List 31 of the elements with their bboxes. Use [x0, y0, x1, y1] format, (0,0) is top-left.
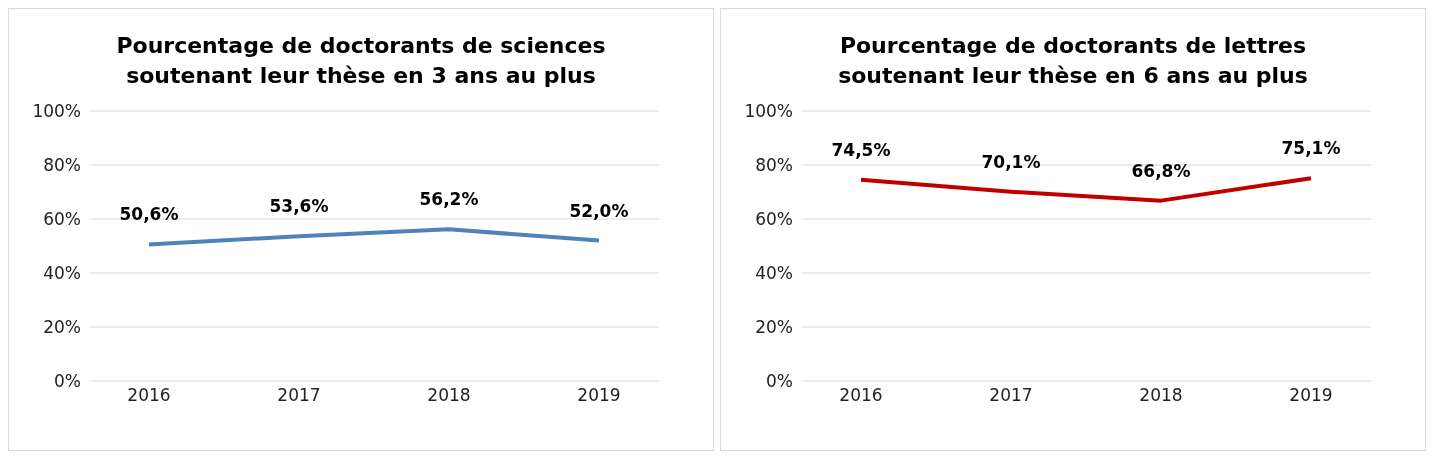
data-label: 56,2% — [419, 189, 479, 210]
x-tick-label: 2018 — [427, 385, 471, 406]
data-label: 50,6% — [119, 204, 179, 225]
y-tick-label: 80% — [755, 155, 793, 176]
line-series — [147, 227, 601, 247]
x-tick-label: 2019 — [1289, 385, 1333, 406]
x-tick-label: 2016 — [127, 385, 171, 406]
y-tick-label: 40% — [43, 263, 81, 284]
x-tick-label: 2019 — [577, 385, 621, 406]
y-tick-label: 100% — [32, 101, 81, 122]
y-tick-label: 20% — [43, 317, 81, 338]
y-tick-label: 60% — [43, 209, 81, 230]
y-tick-label: 40% — [755, 263, 793, 284]
y-tick-label: 0% — [766, 371, 793, 392]
x-tick-label: 2017 — [277, 385, 321, 406]
y-tick-label: 60% — [755, 209, 793, 230]
x-tick-label: 2018 — [1139, 385, 1183, 406]
data-label: 66,8% — [1131, 160, 1191, 181]
chart-title: Pourcentage de doctorants de sciences soutenant leur thèse en 3 ans au plus — [115, 32, 607, 90]
y-tick-label: 20% — [755, 317, 793, 338]
y-tick-label: 80% — [43, 155, 81, 176]
data-label: 75,1% — [1281, 138, 1341, 159]
data-label: 52,0% — [569, 200, 629, 221]
data-label: 53,6% — [269, 196, 329, 217]
x-tick-label: 2016 — [839, 385, 883, 406]
data-label: 70,1% — [981, 151, 1041, 172]
y-tick-label: 100% — [744, 101, 793, 122]
data-label: 74,5% — [831, 139, 891, 160]
y-tick-label: 0% — [54, 371, 81, 392]
x-tick-label: 2017 — [989, 385, 1033, 406]
chart-title: Pourcentage de doctorants de lettres soutenant leur thèse en 6 ans au plus — [837, 32, 1309, 90]
